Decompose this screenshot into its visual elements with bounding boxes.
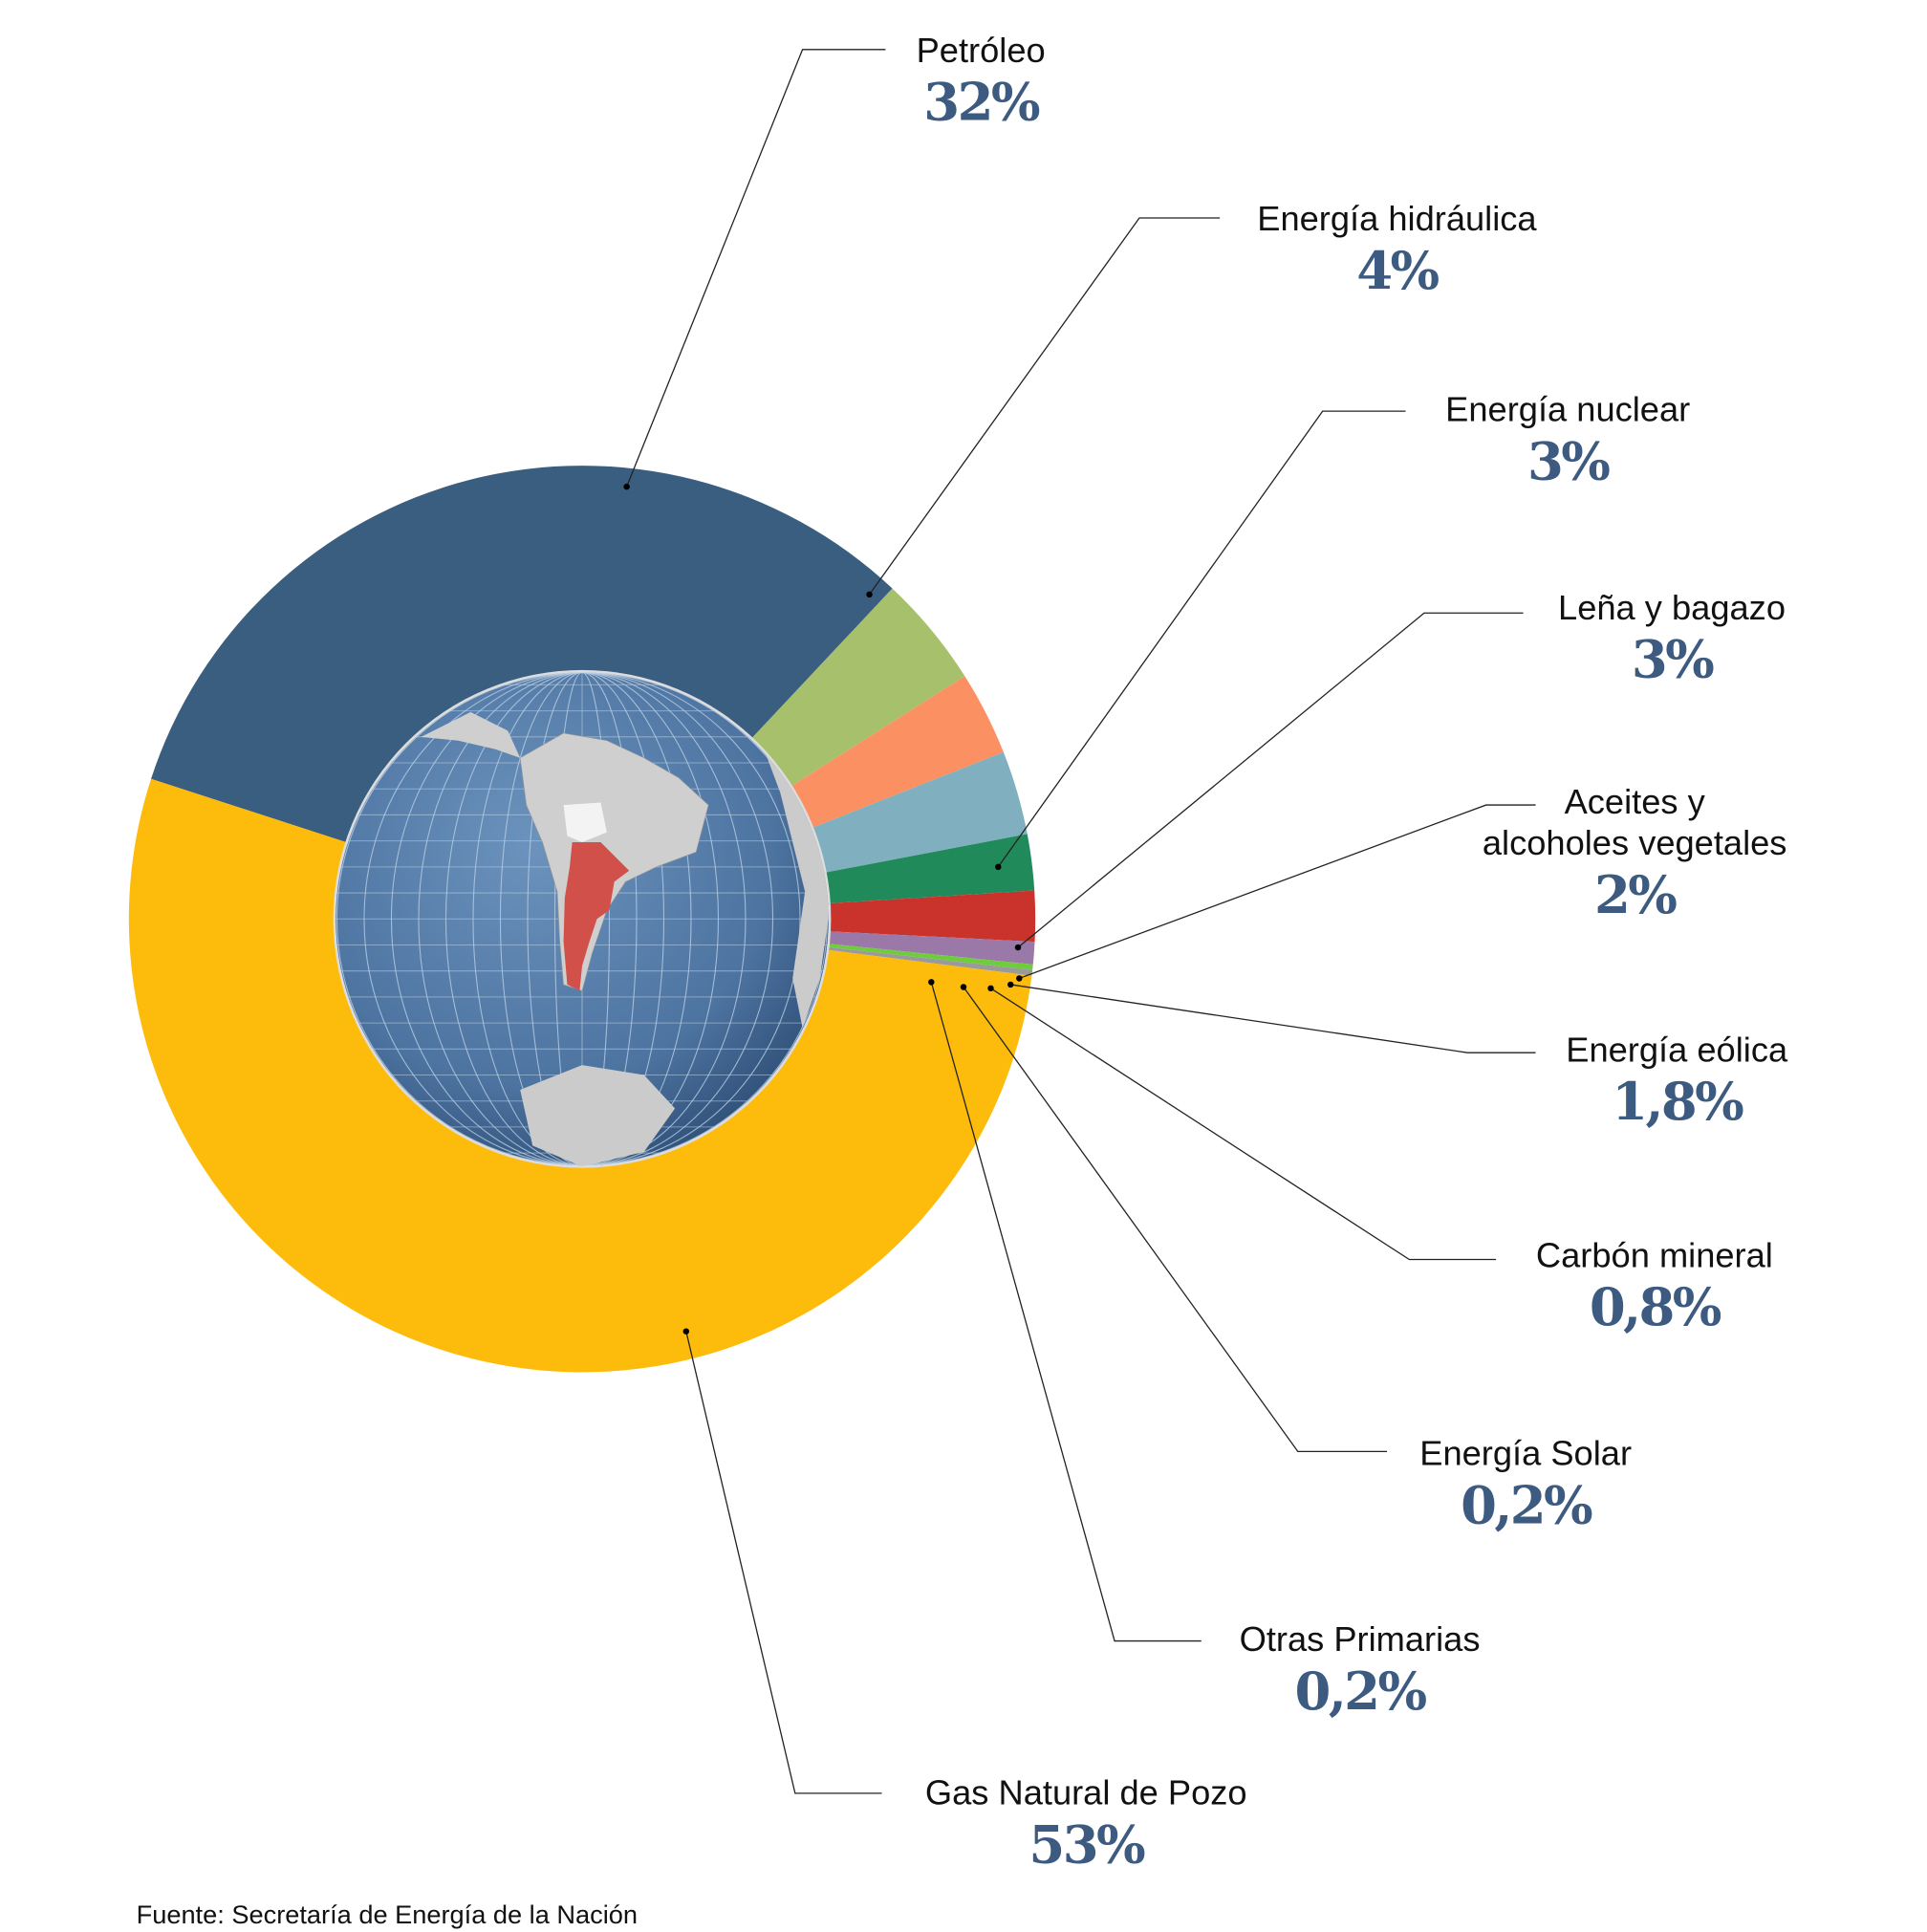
slice-label: Energía hidráulica: [1257, 199, 1537, 238]
globe-graticule: [336, 672, 829, 1166]
slice-label: Aceites y: [1565, 782, 1706, 821]
leader-dot: [995, 863, 1002, 871]
leader-line: [626, 49, 886, 488]
slice-label: Energía nuclear: [1445, 389, 1690, 428]
leader-line: [963, 987, 1388, 1452]
source-note: Fuente: Secretaría de Energía de la Naci…: [137, 1899, 638, 1929]
slice-label: Energía eólica: [1566, 1030, 1788, 1069]
slice-value-label: 3%: [1527, 430, 1610, 491]
antarctica-shape: [520, 1065, 676, 1166]
slice-label: Petróleo: [917, 31, 1046, 70]
argentina-shape: [563, 841, 630, 991]
leader-dot: [1007, 981, 1014, 988]
leader-line: [997, 410, 1406, 868]
slice-value-label: 53%: [1028, 1813, 1145, 1875]
leader-line: [1010, 984, 1536, 1053]
leader-dot: [960, 984, 967, 990]
leader-line: [930, 982, 1202, 1642]
leader-line: [869, 217, 1221, 596]
slice-value-label: 0,8%: [1590, 1276, 1721, 1337]
slice-label: Energía Solar: [1419, 1434, 1632, 1473]
slice-label: alcoholes vegetales: [1483, 823, 1787, 862]
slice-value-label: 1,8%: [1612, 1071, 1743, 1132]
slice-value-label: 0,2%: [1461, 1474, 1592, 1535]
slice-value-label: 4%: [1356, 240, 1439, 301]
slice-value-label: 3%: [1632, 629, 1714, 690]
leader-dot: [623, 483, 630, 490]
bolivia-shape: [563, 802, 607, 842]
slice-label: Otras Primarias: [1240, 1619, 1481, 1659]
slice-value-label: 0,2%: [1295, 1661, 1427, 1722]
slice-value-label: 2%: [1594, 864, 1677, 925]
leader-line: [1017, 612, 1524, 948]
central-america-shape: [421, 711, 521, 758]
slice-label: Leña y bagazo: [1558, 588, 1786, 627]
leader-line: [1019, 804, 1536, 980]
leader-dot: [987, 985, 994, 992]
globe-illustration: [333, 669, 832, 1168]
leader-dot: [682, 1328, 690, 1335]
leader-line: [990, 988, 1497, 1261]
leader-dot: [928, 979, 935, 986]
slice-label: Gas Natural de Pozo: [925, 1773, 1247, 1813]
slice-value-label: 32%: [923, 72, 1040, 133]
leader-dot: [1016, 975, 1023, 982]
leader-line: [685, 1331, 882, 1794]
slice-label: Carbón mineral: [1536, 1235, 1773, 1274]
leader-dot: [866, 591, 873, 598]
leader-dot: [1014, 944, 1022, 951]
